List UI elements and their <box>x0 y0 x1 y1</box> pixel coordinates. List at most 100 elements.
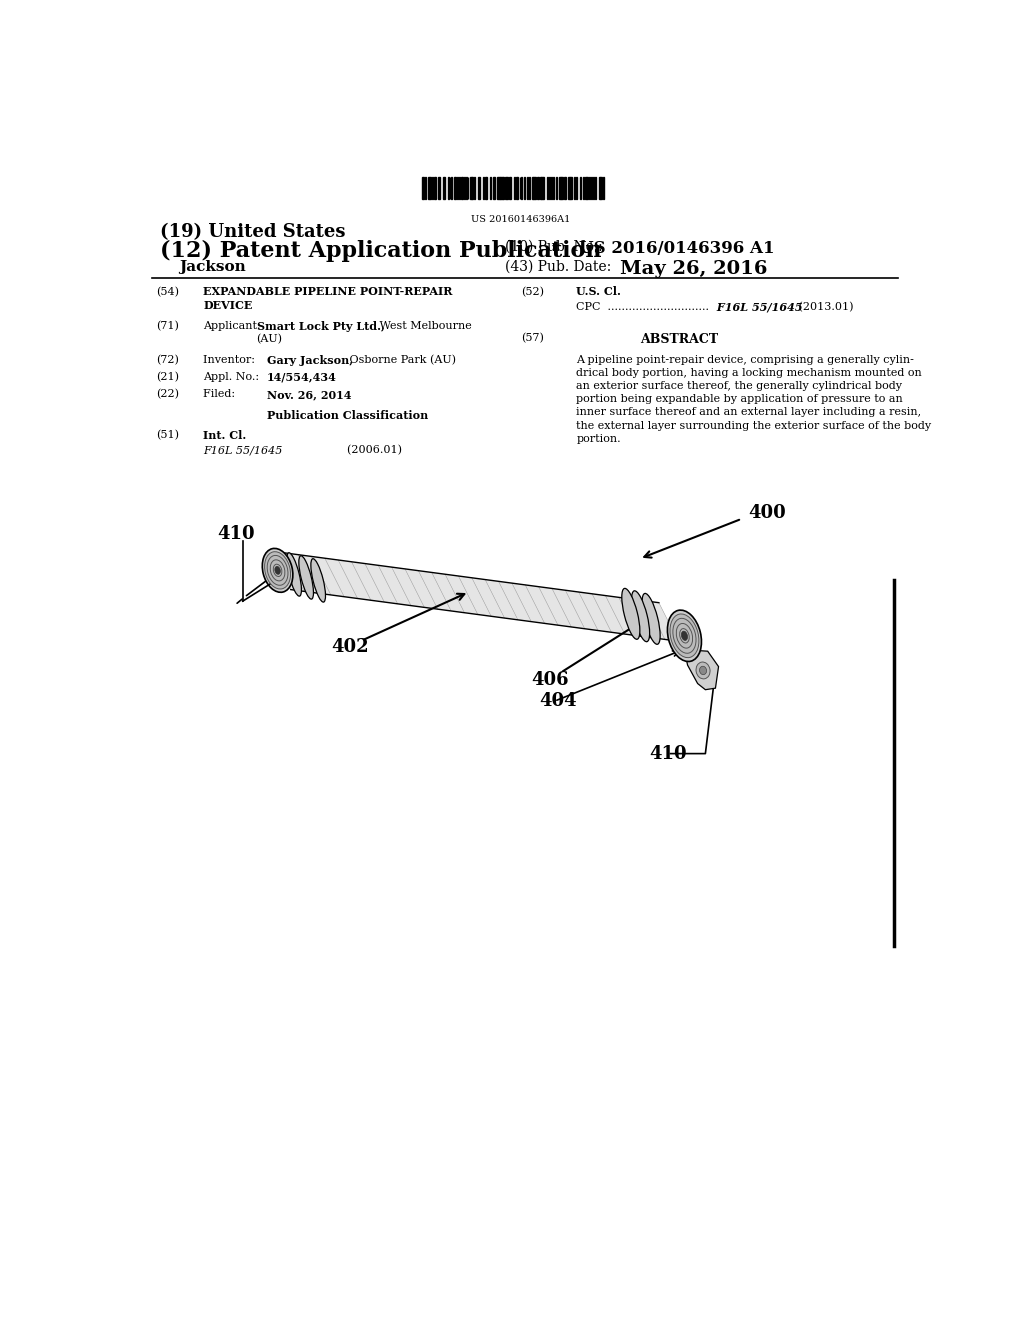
Text: (43) Pub. Date:: (43) Pub. Date: <box>505 260 611 275</box>
Text: Int. Cl.: Int. Cl. <box>204 430 247 441</box>
Text: (12) Patent Application Publication: (12) Patent Application Publication <box>160 240 601 261</box>
Text: EXPANDABLE PIPELINE POINT-REPAIR: EXPANDABLE PIPELINE POINT-REPAIR <box>204 286 453 297</box>
Text: DEVICE: DEVICE <box>204 300 253 310</box>
Text: (2013.01): (2013.01) <box>795 302 853 312</box>
Text: Filed:: Filed: <box>204 389 263 399</box>
Ellipse shape <box>699 667 707 675</box>
Text: Osborne Park (AU): Osborne Park (AU) <box>346 355 457 364</box>
Bar <box>561 177 563 199</box>
Text: (AU): (AU) <box>257 334 283 345</box>
Text: 410: 410 <box>649 744 686 763</box>
Bar <box>509 177 511 199</box>
Text: U.S. Cl.: U.S. Cl. <box>577 286 622 297</box>
Text: 406: 406 <box>531 672 568 689</box>
Bar <box>534 177 536 199</box>
Bar <box>489 177 492 199</box>
Bar <box>461 177 463 199</box>
Ellipse shape <box>622 589 640 639</box>
Bar <box>573 177 575 199</box>
Bar <box>559 177 561 199</box>
Bar <box>575 177 578 199</box>
Bar <box>523 177 525 199</box>
Text: May 26, 2016: May 26, 2016 <box>620 260 768 279</box>
Text: the external layer surrounding the exterior surface of the body: the external layer surrounding the exter… <box>577 421 932 430</box>
Text: CPC  .............................: CPC ............................. <box>577 302 710 312</box>
Bar <box>547 177 548 199</box>
Bar <box>433 177 436 199</box>
Text: 14/554,434: 14/554,434 <box>267 372 337 383</box>
Text: (51): (51) <box>156 430 179 440</box>
Bar <box>428 177 431 199</box>
Text: Appl. No.:: Appl. No.: <box>204 372 263 381</box>
Bar <box>564 177 566 199</box>
Bar <box>500 177 503 199</box>
Ellipse shape <box>642 594 660 644</box>
Text: (10) Pub. No.:: (10) Pub. No.: <box>505 240 602 253</box>
Text: 410: 410 <box>217 525 255 543</box>
Ellipse shape <box>299 556 313 599</box>
Bar <box>586 177 588 199</box>
Bar <box>595 177 596 199</box>
Ellipse shape <box>311 558 326 602</box>
Ellipse shape <box>681 631 687 640</box>
Text: (52): (52) <box>521 286 544 297</box>
Bar <box>516 177 518 199</box>
Bar <box>482 177 484 199</box>
Text: F16L 55/1645: F16L 55/1645 <box>713 302 803 313</box>
Bar <box>493 177 496 199</box>
Bar <box>542 177 544 199</box>
Bar <box>537 177 539 199</box>
Text: 402: 402 <box>331 638 369 656</box>
Bar <box>457 177 459 199</box>
Bar <box>470 177 471 199</box>
Ellipse shape <box>670 614 699 657</box>
Polygon shape <box>684 649 719 689</box>
Text: (71): (71) <box>156 321 178 331</box>
Text: (22): (22) <box>156 389 179 400</box>
Text: Applicant:: Applicant: <box>204 321 264 331</box>
Text: Gary Jackson,: Gary Jackson, <box>267 355 353 366</box>
Text: (2006.01): (2006.01) <box>312 445 402 455</box>
Text: Inventor:: Inventor: <box>204 355 266 364</box>
Polygon shape <box>271 552 678 642</box>
Text: 400: 400 <box>748 504 785 521</box>
Bar <box>505 177 508 199</box>
Bar <box>497 177 500 199</box>
Text: F16L 55/1645: F16L 55/1645 <box>204 445 283 455</box>
Text: West Melbourne: West Melbourne <box>377 321 472 331</box>
Text: (57): (57) <box>521 333 544 343</box>
Text: drical body portion, having a locking mechanism mounted on: drical body portion, having a locking me… <box>577 368 923 378</box>
Text: inner surface thereof and an external layer including a resin,: inner surface thereof and an external la… <box>577 408 922 417</box>
Text: US 2016/0146396 A1: US 2016/0146396 A1 <box>579 240 774 256</box>
Bar <box>477 177 480 199</box>
Text: A pipeline point-repair device, comprising a generally cylin-: A pipeline point-repair device, comprisi… <box>577 355 914 364</box>
Text: (72): (72) <box>156 355 178 364</box>
Bar <box>568 177 569 199</box>
Ellipse shape <box>632 591 649 642</box>
Bar <box>422 177 424 199</box>
Text: Nov. 26, 2014: Nov. 26, 2014 <box>267 389 351 400</box>
Bar <box>442 177 445 199</box>
Text: 404: 404 <box>539 692 577 710</box>
Ellipse shape <box>668 610 701 661</box>
Text: Smart Lock Pty Ltd.,: Smart Lock Pty Ltd., <box>257 321 384 333</box>
Bar <box>437 177 440 199</box>
Bar <box>556 177 557 199</box>
Text: portion.: portion. <box>577 434 621 444</box>
Ellipse shape <box>287 553 301 597</box>
Ellipse shape <box>274 566 281 574</box>
Text: Jackson: Jackson <box>179 260 247 275</box>
Ellipse shape <box>696 663 710 678</box>
Ellipse shape <box>264 552 291 589</box>
Text: an exterior surface thereof, the generally cylindrical body: an exterior surface thereof, the general… <box>577 381 902 391</box>
Ellipse shape <box>262 548 293 593</box>
Text: portion being expandable by application of pressure to an: portion being expandable by application … <box>577 395 903 404</box>
Text: US 20160146396A1: US 20160146396A1 <box>471 215 570 224</box>
Bar <box>553 177 554 199</box>
Bar <box>600 177 602 199</box>
Text: (19) United States: (19) United States <box>160 223 345 242</box>
Text: (54): (54) <box>156 286 179 297</box>
Bar <box>455 177 456 199</box>
Text: (21): (21) <box>156 372 179 383</box>
Bar <box>570 177 572 199</box>
